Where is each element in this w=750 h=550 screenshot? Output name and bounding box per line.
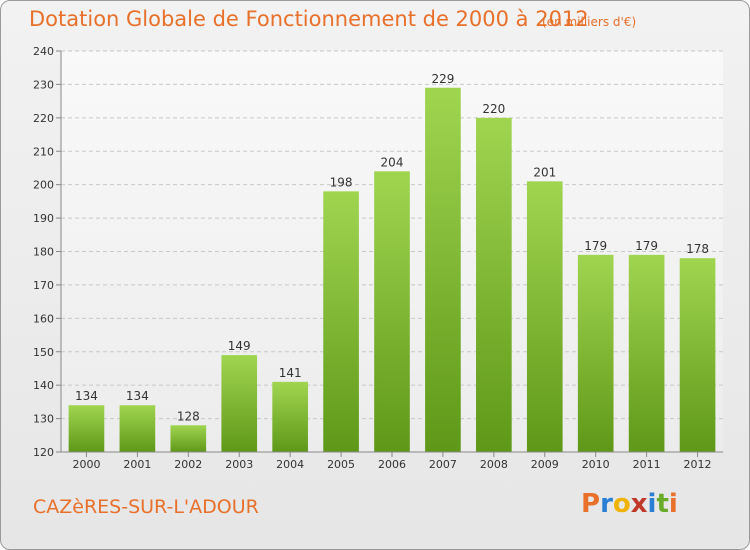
x-tick-label-2004: 2004 bbox=[276, 458, 304, 471]
bar-2006 bbox=[374, 171, 410, 453]
data-label-2012: 178 bbox=[686, 242, 709, 256]
bar-2004 bbox=[272, 381, 308, 452]
x-tick-label-2010: 2010 bbox=[582, 458, 610, 471]
data-label-2010: 179 bbox=[584, 239, 607, 253]
data-label-2007: 229 bbox=[431, 72, 454, 86]
y-tick-label: 150 bbox=[33, 346, 54, 359]
y-tick-label: 190 bbox=[33, 212, 54, 225]
bar-2001 bbox=[119, 405, 156, 452]
bar-2009 bbox=[526, 181, 563, 452]
data-label-2004: 141 bbox=[279, 366, 302, 380]
y-tick-label: 160 bbox=[33, 312, 54, 325]
x-tick-label-2012: 2012 bbox=[684, 458, 712, 471]
x-tick-label-2009: 2009 bbox=[531, 458, 559, 471]
y-tick-label: 140 bbox=[33, 379, 54, 392]
bar-2002 bbox=[170, 425, 207, 452]
bar-2007 bbox=[425, 87, 461, 452]
logo-letter: P bbox=[581, 489, 601, 519]
y-tick-label: 170 bbox=[33, 279, 54, 292]
logo-letter: x bbox=[630, 489, 648, 519]
data-label-2001: 134 bbox=[126, 389, 149, 403]
y-tick-label: 230 bbox=[33, 78, 54, 91]
data-label-2008: 220 bbox=[482, 102, 505, 116]
bar-2010 bbox=[577, 254, 614, 452]
y-tick-label: 180 bbox=[33, 246, 54, 259]
bar-2000 bbox=[68, 405, 105, 452]
commune-name: CAZèRES-SUR-L'ADOUR bbox=[33, 496, 259, 518]
bar-2011 bbox=[628, 254, 665, 452]
data-label-2000: 134 bbox=[75, 389, 98, 403]
x-tick-label-2000: 2000 bbox=[72, 458, 100, 471]
data-label-2006: 204 bbox=[381, 155, 404, 169]
y-tick-label: 210 bbox=[33, 145, 54, 158]
logo-letter: i bbox=[668, 489, 678, 519]
bar-2008 bbox=[476, 117, 512, 452]
x-tick-label-2005: 2005 bbox=[327, 458, 355, 471]
x-tick-label-2001: 2001 bbox=[123, 458, 151, 471]
data-label-2005: 198 bbox=[330, 175, 353, 189]
y-tick-label: 240 bbox=[33, 45, 54, 58]
bar-2012 bbox=[679, 258, 716, 452]
x-tick-label-2011: 2011 bbox=[633, 458, 661, 471]
data-label-2009: 201 bbox=[533, 165, 556, 179]
x-tick-label-2002: 2002 bbox=[174, 458, 202, 471]
data-label-2002: 128 bbox=[177, 409, 200, 423]
x-tick-label-2008: 2008 bbox=[480, 458, 508, 471]
y-tick-label: 120 bbox=[33, 446, 54, 459]
logo-letter: i bbox=[647, 489, 657, 519]
data-label-2003: 149 bbox=[228, 339, 251, 353]
y-tick-label: 220 bbox=[33, 112, 54, 125]
logo-letter: t bbox=[656, 489, 669, 519]
x-tick-label-2006: 2006 bbox=[378, 458, 406, 471]
x-tick-label-2007: 2007 bbox=[429, 458, 457, 471]
y-tick-label: 130 bbox=[33, 413, 54, 426]
bar-2003 bbox=[221, 355, 258, 452]
logo-letter: o bbox=[612, 489, 631, 519]
data-label-2011: 179 bbox=[635, 239, 658, 253]
x-tick-label-2003: 2003 bbox=[225, 458, 253, 471]
y-tick-label: 200 bbox=[33, 179, 54, 192]
chart-title: Dotation Globale de Fonctionnement de 20… bbox=[29, 7, 589, 31]
bar-2005 bbox=[323, 191, 359, 452]
chart-unit: (en milliers d'€) bbox=[542, 15, 637, 29]
proxiti-logo[interactable]: Proxiti bbox=[581, 489, 678, 519]
logo-letter: r bbox=[600, 489, 613, 519]
